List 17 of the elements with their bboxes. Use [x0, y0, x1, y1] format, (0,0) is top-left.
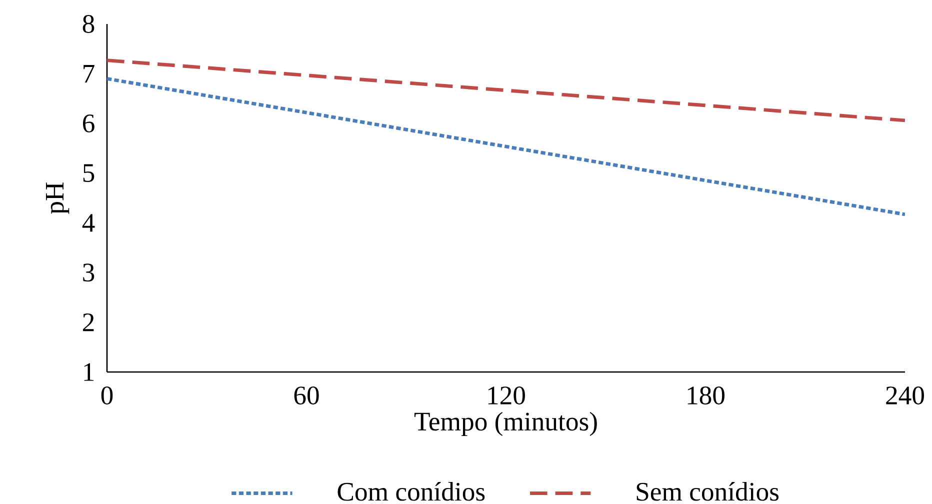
y-tick-label: 1 [84, 363, 94, 381]
y-tick-label: 6 [82, 114, 94, 132]
y-axis-title: pH [46, 182, 70, 214]
y-tick-label: 8 [82, 15, 94, 33]
legend-label: Com conídios [338, 482, 485, 501]
y-tick-label: 4 [82, 214, 95, 232]
x-tick-label: 60 [294, 386, 319, 404]
y-tick-label: 5 [83, 164, 94, 182]
y-tick-label: 7 [84, 64, 94, 82]
x-axis-title: Tempo (minutos) [414, 412, 597, 436]
x-tick-label: 120 [488, 386, 525, 404]
y-tick-label: 3 [83, 264, 94, 282]
x-tick-label: 240 [886, 386, 924, 404]
x-tick-label: 180 [688, 386, 724, 404]
legend-label: Sem conídios [636, 482, 779, 501]
x-tick-label: 0 [101, 386, 113, 404]
y-tick-label: 2 [83, 313, 94, 332]
